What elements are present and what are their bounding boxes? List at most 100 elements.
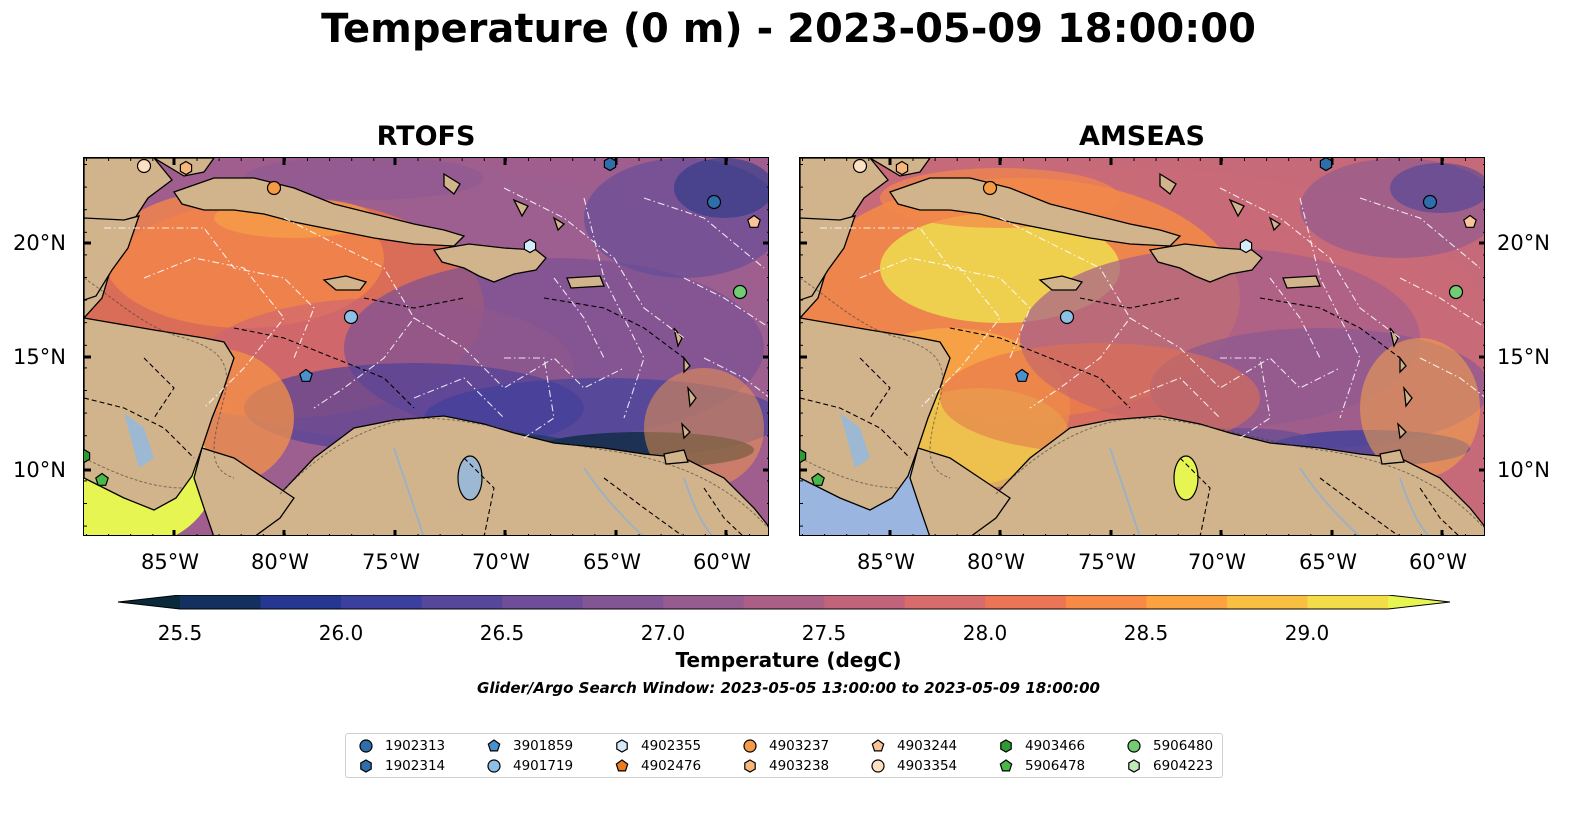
tick-mark	[282, 530, 286, 535]
float-marker-4902355	[1239, 238, 1253, 254]
minor-tick	[461, 534, 463, 535]
float-markers	[800, 158, 1477, 486]
legend-label: 4903466	[1025, 738, 1086, 754]
eez-boundary	[1359, 197, 1481, 269]
minor-tick	[767, 525, 768, 527]
minor-tick	[1177, 158, 1179, 161]
land-hispaniola	[1148, 243, 1263, 283]
minor-tick	[638, 158, 640, 161]
minor-tick	[616, 534, 618, 535]
minor-tick	[84, 277, 87, 278]
minor-tick	[174, 534, 176, 535]
float-markers	[84, 158, 761, 486]
land-puerto-rico	[566, 275, 605, 289]
border-line	[703, 487, 743, 535]
tick-mark	[800, 355, 807, 359]
lon-label-85w-rtofs: 85°W	[141, 550, 199, 574]
minor-tick	[1332, 534, 1334, 535]
colorbar-bin	[824, 595, 906, 609]
circle-marker-icon	[487, 759, 501, 773]
minor-tick	[1376, 158, 1378, 161]
land-panama-isthmus	[909, 447, 1011, 535]
colorbar-tick-27-5: 27.5	[801, 621, 847, 645]
land-puerto-rico	[1282, 275, 1321, 289]
map-panel-amseas[interactable]	[799, 157, 1485, 536]
float-marker-4903466	[800, 448, 807, 464]
pentagon-marker-icon	[615, 759, 629, 772]
land-panama-isthmus	[193, 447, 295, 535]
minor-tick	[329, 158, 331, 161]
minor-tick	[417, 158, 419, 161]
minor-tick	[284, 534, 286, 535]
panel-title-amseas: AMSEAS	[1079, 121, 1205, 152]
border-line	[800, 397, 911, 459]
minor-tick	[1483, 457, 1484, 459]
minor-tick	[800, 299, 803, 301]
lat-label-15n-right: 15°N	[1497, 345, 1550, 369]
minor-tick	[240, 534, 242, 535]
minor-tick	[594, 534, 596, 535]
minor-tick	[1483, 254, 1484, 256]
minor-tick	[1483, 186, 1484, 188]
panel-title-rtofs: RTOFS	[376, 121, 476, 152]
circle-marker-icon	[871, 759, 885, 773]
minor-tick	[84, 231, 87, 233]
minor-tick	[84, 344, 87, 346]
colorbar-bin	[904, 595, 986, 609]
eez-boundary	[1299, 197, 1361, 419]
minor-tick	[572, 534, 574, 535]
tick-mark	[1479, 241, 1484, 245]
minor-tick	[1045, 534, 1047, 535]
minor-tick	[505, 534, 507, 535]
colorbar-bin	[663, 595, 745, 609]
tick-mark	[1440, 530, 1444, 535]
land-yucatan	[84, 215, 141, 301]
minor-tick	[682, 158, 684, 161]
colorbar-bin	[985, 595, 1067, 609]
legend-label: 4902476	[641, 758, 702, 774]
minor-tick	[726, 534, 728, 535]
minor-tick	[824, 158, 826, 161]
minor-tick	[528, 158, 529, 161]
minor-tick	[1483, 344, 1484, 346]
minor-tick	[196, 534, 198, 535]
colorbar-bin	[421, 595, 503, 609]
legend-marker-4902355	[616, 739, 628, 753]
eez-boundary	[1219, 187, 1401, 339]
minor-tick	[800, 344, 803, 346]
minor-tick	[572, 158, 574, 161]
tick-mark	[503, 158, 507, 165]
float-marker-5906480	[1448, 284, 1464, 300]
minor-tick	[868, 534, 870, 535]
colorbar-bin	[1065, 595, 1147, 609]
minor-tick	[1483, 322, 1484, 324]
float-marker-4902355	[523, 238, 537, 254]
land-hispaniola	[432, 243, 547, 283]
minor-tick	[1483, 231, 1484, 233]
map-panel-rtofs[interactable]	[83, 157, 769, 536]
minor-tick	[767, 209, 768, 211]
minor-tick	[846, 534, 848, 535]
tick-mark	[84, 468, 91, 472]
tick-mark	[393, 530, 397, 535]
minor-tick	[1332, 158, 1334, 161]
legend-label: 4902355	[641, 738, 702, 754]
minor-tick	[1483, 390, 1484, 391]
colorbar-tick-27-0: 27.0	[640, 621, 686, 645]
tick-mark	[84, 355, 91, 359]
minor-tick	[1199, 534, 1201, 535]
minor-tick	[1483, 503, 1484, 504]
minor-tick	[767, 435, 768, 437]
minor-tick	[1155, 158, 1157, 161]
minor-tick	[1465, 158, 1466, 161]
border-line	[859, 357, 891, 419]
minor-tick	[1067, 158, 1069, 161]
legend-marker-1902313	[359, 739, 373, 753]
float-marker-4903466	[84, 448, 91, 464]
legend-marker-4903244	[871, 739, 885, 752]
minor-tick	[846, 158, 848, 161]
land-trinidad	[1379, 449, 1405, 465]
minor-tick	[84, 164, 87, 165]
pentagon-marker-icon	[871, 739, 885, 752]
pentagon-marker-icon	[999, 759, 1013, 772]
